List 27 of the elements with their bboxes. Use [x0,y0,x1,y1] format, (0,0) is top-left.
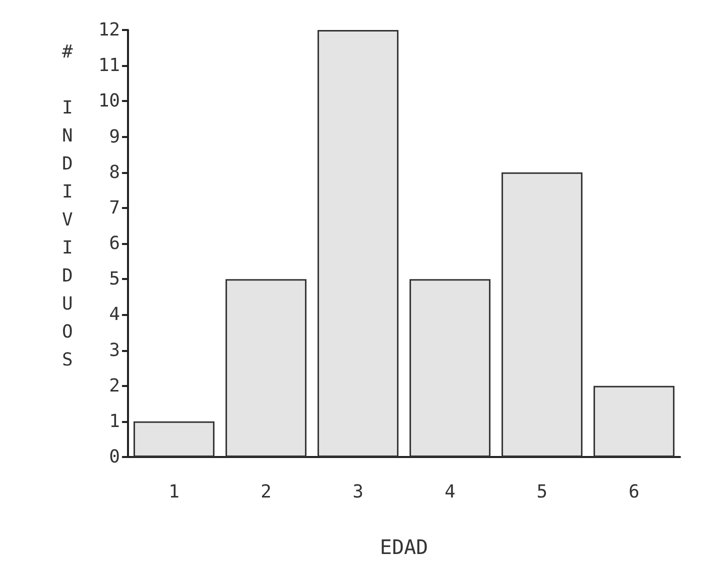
x-tick-label: 1 [168,482,180,502]
y-tick-label: 8 [109,162,120,183]
y-tick-label: 10 [98,90,120,112]
y-tick-label: 2 [109,375,120,396]
y-tick-label: 1 [109,410,120,432]
bar [226,279,306,457]
bar [318,30,398,457]
y-tick-label: 9 [109,126,120,148]
x-tick-label: 6 [628,482,640,502]
y-tick-label: 6 [109,233,120,254]
x-tick-label: 4 [444,482,456,502]
bar [410,279,490,457]
y-tick-label: 3 [109,340,120,361]
y-tick-label: 7 [109,197,120,218]
bar [594,386,674,457]
y-tick-label: 5 [109,268,120,290]
x-tick-label: 5 [536,482,548,502]
y-tick-label: 12 [98,20,120,40]
text: # INDIVIDUOS [62,42,73,370]
bar [502,172,582,457]
y-tick-label: 4 [109,304,120,326]
y-tick-label: 0 [109,446,120,468]
x-tick-label: 2 [260,482,272,502]
y-tick-label: 11 [98,55,120,76]
x-axis-title: EDAD [380,535,428,559]
x-tick-label: 3 [352,482,364,502]
bar [134,421,214,457]
